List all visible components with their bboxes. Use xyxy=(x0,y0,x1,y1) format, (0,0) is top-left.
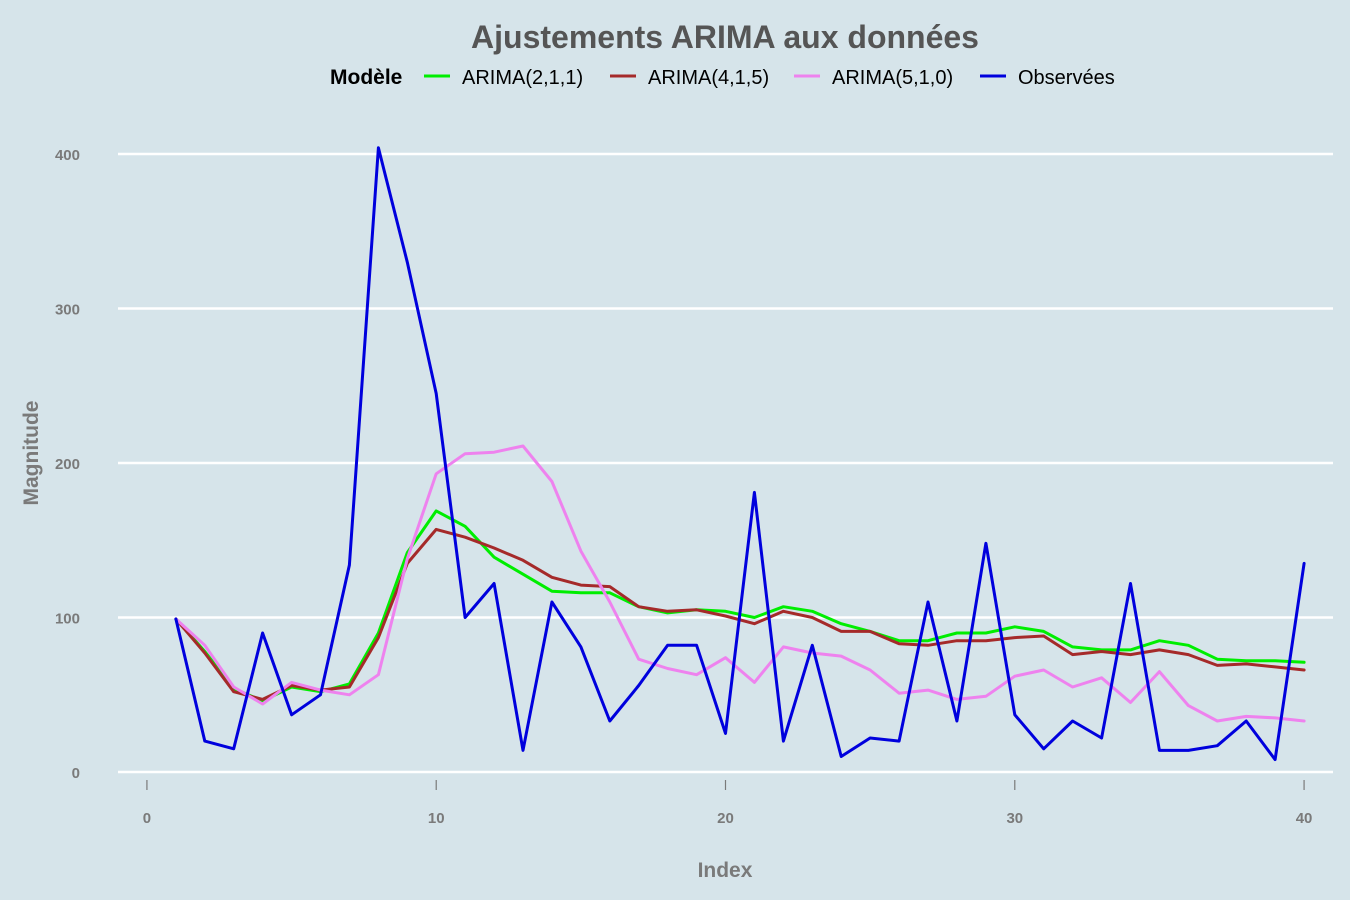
series-line xyxy=(174,146,1306,762)
y-tick-label: 200 xyxy=(55,456,80,473)
x-tick-label: 0 xyxy=(143,810,151,827)
x-tick-label: 20 xyxy=(717,810,734,827)
legend-label: ARIMA(4,1,5) xyxy=(648,67,769,89)
y-axis-title: Magnitude xyxy=(20,401,43,506)
legend-label: Observées xyxy=(1018,67,1115,89)
legend-label: ARIMA(5,1,0) xyxy=(832,67,953,89)
legend: Modèle ARIMA(2,1,1) ARIMA(4,1,5) ARIMA(5,1… xyxy=(330,66,1115,89)
y-tick-label: 100 xyxy=(55,611,80,628)
legend-label: ARIMA(2,1,1) xyxy=(462,67,583,89)
legend-title: Modèle xyxy=(330,66,402,89)
series-lines xyxy=(174,146,1306,762)
x-tick-label: 40 xyxy=(1296,810,1313,827)
x-axis-title: Index xyxy=(698,859,753,882)
series-line xyxy=(174,444,1306,723)
axes: 0 100 200 300 400 0 10 20 30 40 xyxy=(55,147,1312,827)
y-tick-label: 300 xyxy=(55,302,80,319)
chart-title: Ajustements ARIMA aux données xyxy=(471,19,979,55)
x-tick-label: 30 xyxy=(1006,810,1023,827)
y-tick-label: 400 xyxy=(55,147,80,164)
x-tick-label: 10 xyxy=(428,810,445,827)
y-tick-label: 0 xyxy=(72,765,80,782)
